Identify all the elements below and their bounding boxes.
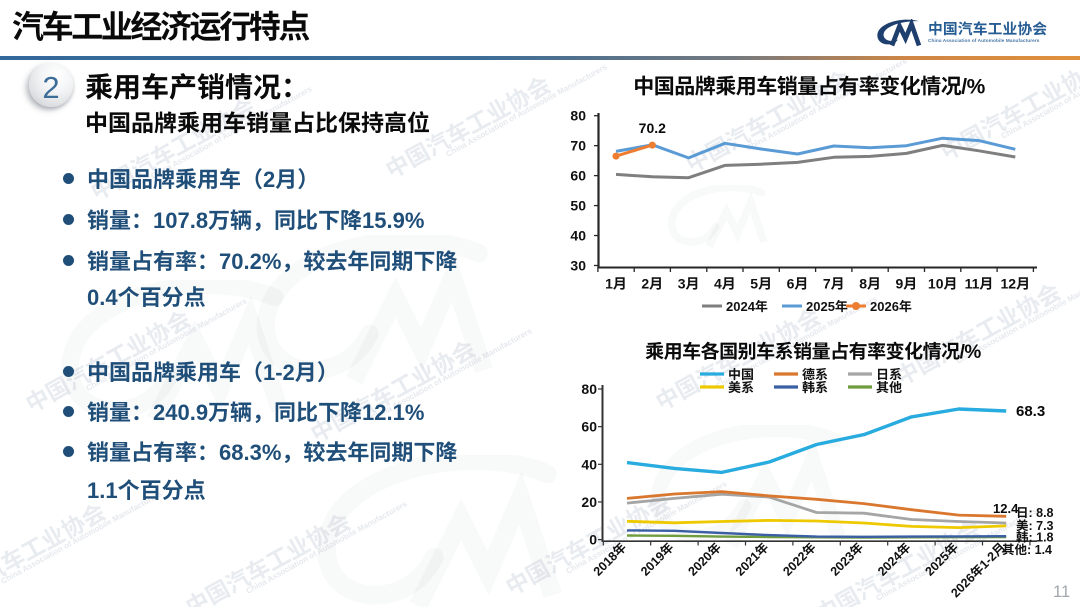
svg-text:68.3: 68.3 [1016, 400, 1045, 421]
svg-text:2025年: 2025年 [806, 296, 848, 315]
svg-text:2024年: 2024年 [726, 296, 768, 315]
svg-text:80: 80 [581, 379, 597, 399]
svg-text:40: 40 [581, 454, 597, 474]
svg-text:80: 80 [570, 106, 586, 126]
svg-text:2019年: 2019年 [635, 537, 677, 579]
svg-text:2025年: 2025年 [920, 537, 962, 579]
svg-text:8月: 8月 [859, 274, 881, 294]
svg-text:10月: 10月 [928, 274, 958, 294]
svg-text:日系: 日系 [876, 364, 902, 383]
svg-text:7月: 7月 [823, 274, 845, 294]
svg-text:60: 60 [570, 166, 586, 186]
svg-text:12月: 12月 [1001, 274, 1031, 294]
svg-text:0: 0 [589, 530, 597, 550]
svg-text:2023年: 2023年 [825, 537, 867, 579]
svg-text:40: 40 [570, 226, 586, 246]
svg-text:2020年: 2020年 [683, 537, 725, 579]
svg-text:其他: 1.4: 其他: 1.4 [1002, 539, 1052, 558]
svg-text:70: 70 [570, 136, 586, 156]
svg-text:2021年: 2021年 [730, 537, 772, 579]
svg-text:3月: 3月 [678, 274, 700, 294]
svg-text:70.2: 70.2 [639, 118, 666, 138]
svg-text:5月: 5月 [750, 274, 772, 294]
svg-text:乘用车各国别车系销量占有率变化情况/%: 乘用车各国别车系销量占有率变化情况/% [645, 337, 981, 364]
svg-text:其他: 其他 [876, 377, 902, 396]
svg-text:6月: 6月 [787, 274, 809, 294]
svg-text:中国: 中国 [728, 364, 754, 383]
svg-text:中国品牌乘用车销量占有率变化情况/%: 中国品牌乘用车销量占有率变化情况/% [633, 71, 985, 101]
svg-text:50: 50 [570, 196, 586, 216]
svg-text:德系: 德系 [802, 364, 828, 383]
svg-text:30: 30 [570, 256, 586, 276]
svg-text:美系: 美系 [728, 377, 754, 396]
svg-text:2022年: 2022年 [777, 537, 819, 579]
svg-text:2026年: 2026年 [870, 296, 912, 315]
svg-text:9月: 9月 [896, 274, 918, 294]
svg-text:20: 20 [581, 492, 597, 512]
svg-text:1月: 1月 [605, 274, 627, 294]
svg-text:美: 7.3: 美: 7.3 [1016, 515, 1054, 534]
svg-text:60: 60 [581, 417, 597, 437]
svg-text:4月: 4月 [714, 274, 736, 294]
svg-text:2024年: 2024年 [872, 537, 914, 579]
svg-text:12.4: 12.4 [993, 498, 1019, 517]
svg-text:韩系: 韩系 [802, 377, 828, 396]
svg-text:11月: 11月 [965, 274, 994, 294]
svg-text:日: 8.8: 日: 8.8 [1016, 502, 1054, 521]
svg-text:韩: 1.8: 韩: 1.8 [1016, 527, 1054, 546]
svg-text:2月: 2月 [641, 274, 663, 294]
